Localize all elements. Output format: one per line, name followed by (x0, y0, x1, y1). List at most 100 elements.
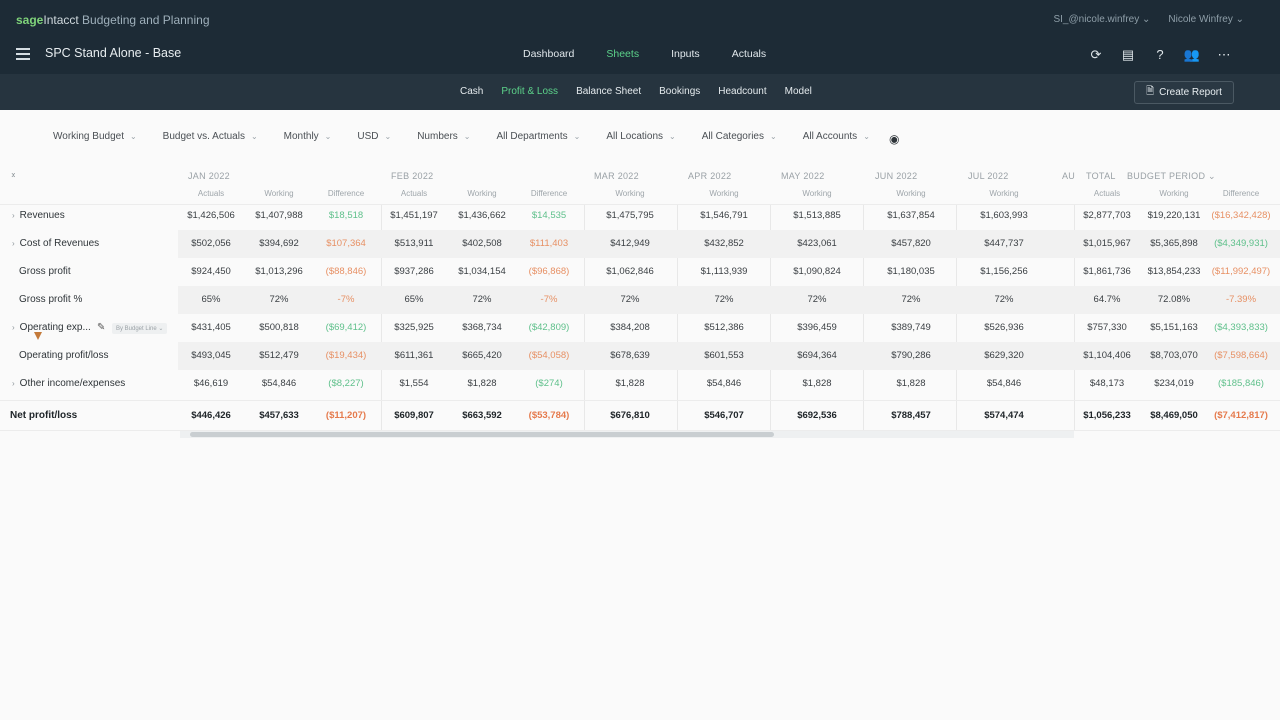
table-cell: $1,554 (399, 378, 429, 389)
tab-cash[interactable]: Cash (460, 86, 484, 97)
nav-inputs[interactable]: Inputs (671, 48, 700, 60)
filter-dropdown[interactable]: Numbers ⌄ (417, 131, 470, 142)
eye-icon[interactable]: ◉ (889, 132, 900, 146)
table-cell: -7% (337, 294, 355, 305)
table-cell: $1,603,993 (980, 210, 1028, 221)
table-cell: 72% (269, 294, 289, 305)
row-label-other-income-expenses[interactable]: › Other income/expenses (12, 378, 125, 389)
nav-sheets[interactable]: Sheets (606, 48, 640, 60)
table-cell: ($88,846) (325, 266, 367, 277)
user-menu[interactable]: Nicole Winfrey ⌄ (1168, 14, 1244, 25)
collapse-expand-icon[interactable]: ⌄ ⌃ (10, 168, 17, 183)
brand-sage: sage (16, 13, 44, 27)
row-label-text: Revenues (19, 210, 65, 221)
table-cell: $1,475,795 (606, 210, 654, 221)
table-cell: $368,734 (462, 322, 502, 333)
table-cell: $54,846 (706, 378, 742, 389)
table-cell: $676,810 (610, 410, 650, 421)
plan-title: SPC Stand Alone - Base (45, 46, 182, 60)
row-label-revenues[interactable]: › Revenues (12, 210, 65, 221)
chevron-right-icon[interactable]: › (12, 211, 15, 220)
table-cell: $107,364 (326, 238, 366, 249)
table-cell: 72% (901, 294, 921, 305)
chevron-right-icon[interactable]: › (12, 379, 15, 388)
table-cell: $694,364 (797, 350, 837, 361)
chevron-down-icon: ⌄ (573, 132, 581, 141)
table-cell: $790,286 (891, 350, 931, 361)
table-cell: $431,405 (191, 322, 231, 333)
help-icon[interactable]: ? (1156, 47, 1164, 62)
brand-intacct: Intacct (43, 13, 79, 27)
column-header: Working (467, 189, 497, 198)
table-cell: 72% (807, 294, 827, 305)
filter-dropdown[interactable]: All Locations ⌄ (606, 131, 675, 142)
filter-dropdown[interactable]: All Categories ⌄ (702, 131, 777, 142)
users-icon[interactable]: 👥 (1183, 47, 1201, 62)
chevron-down-icon: ⌄ (863, 132, 870, 141)
table-cell: $937,286 (394, 266, 434, 277)
chevron-down-icon: ⌄ (129, 132, 137, 141)
tab-model[interactable]: Model (784, 86, 812, 97)
column-header: Working (989, 189, 1019, 198)
table-cell: $692,536 (797, 410, 837, 421)
column-divider (770, 204, 771, 430)
table-cell: ($53,784) (528, 410, 570, 421)
row-label-operating-exp-[interactable]: › Operating exp... (12, 322, 91, 333)
tab-balance-sheet[interactable]: Balance Sheet (576, 86, 642, 97)
menu-icon[interactable] (16, 48, 30, 60)
tab-headcount[interactable]: Headcount (718, 86, 767, 97)
column-divider (381, 204, 382, 430)
row-label-cost-of-revenues[interactable]: › Cost of Revenues (12, 238, 99, 249)
pencil-icon[interactable]: ✎ (97, 322, 106, 333)
nav-dashboard[interactable]: Dashboard (523, 48, 575, 60)
table-cell: $2,877,703 (1083, 210, 1131, 221)
account-menu[interactable]: SI_@nicole.winfrey ⌄ (1053, 14, 1151, 25)
table-cell: ($11,207) (325, 410, 367, 421)
create-report-button[interactable]: 🗎 Create Report (1134, 81, 1234, 104)
table-cell: $447,737 (984, 238, 1024, 249)
column-header: Difference (530, 189, 568, 198)
filter-label: USD (357, 131, 379, 142)
filter-dropdown[interactable]: Working Budget ⌄ (53, 131, 137, 142)
filter-dropdown[interactable]: Monthly ⌄ (284, 131, 332, 142)
row-label-text: Operating exp... (19, 322, 91, 333)
table-cell: ($7,598,664) (1214, 350, 1268, 361)
table-cell: $788,457 (891, 410, 931, 421)
table-cell: ($16,342,428) (1211, 210, 1271, 221)
chevron-right-icon[interactable]: › (12, 323, 15, 332)
row-label-text: Net profit/loss (10, 410, 78, 421)
table-cell: $446,426 (191, 410, 231, 421)
filter-dropdown[interactable]: Budget vs. Actuals ⌄ (163, 131, 258, 142)
table-cell: $48,173 (1089, 378, 1125, 389)
table-cell: $611,361 (394, 350, 434, 361)
tab-bookings[interactable]: Bookings (659, 86, 701, 97)
scrollbar-thumb[interactable] (190, 432, 774, 437)
column-divider (956, 204, 957, 430)
table-cell: $513,911 (394, 238, 434, 249)
row-label-text: Other income/expenses (19, 378, 126, 389)
chevron-down-icon: ⌄ (463, 132, 471, 141)
table-cell: $389,749 (891, 322, 931, 333)
tab-profit-loss[interactable]: Profit & Loss (501, 86, 559, 97)
column-header: Actuals (197, 189, 225, 198)
table-cell: $1,426,506 (187, 210, 235, 221)
table-cell: $1,180,035 (887, 266, 935, 277)
filter-dropdown[interactable]: USD ⌄ (357, 131, 391, 142)
filter-dropdown[interactable]: All Departments ⌄ (496, 131, 580, 142)
more-icon[interactable]: ⋯ (1217, 47, 1231, 62)
table-cell: $423,061 (797, 238, 837, 249)
filter-dropdown[interactable]: All Accounts ⌄ (803, 131, 870, 142)
by-budget-line-dropdown[interactable]: By Budget Line ⌄ (112, 323, 168, 334)
table-cell: $757,330 (1087, 322, 1127, 333)
nav-actuals[interactable]: Actuals (731, 48, 767, 60)
chevron-right-icon[interactable]: › (12, 239, 15, 248)
budget-period-dropdown[interactable]: BUDGET PERIOD ⌄ (1127, 171, 1216, 181)
table-cell: $1,113,939 (700, 266, 748, 277)
column-header: Working (896, 189, 926, 198)
table-cell: $402,508 (462, 238, 502, 249)
refresh-icon[interactable]: ⟳ (1090, 47, 1102, 62)
filter-label: All Accounts (802, 131, 858, 142)
table-cell: $512,479 (259, 350, 299, 361)
row-divider (0, 400, 1280, 401)
clipboard-icon[interactable]: ▤ (1121, 47, 1135, 62)
